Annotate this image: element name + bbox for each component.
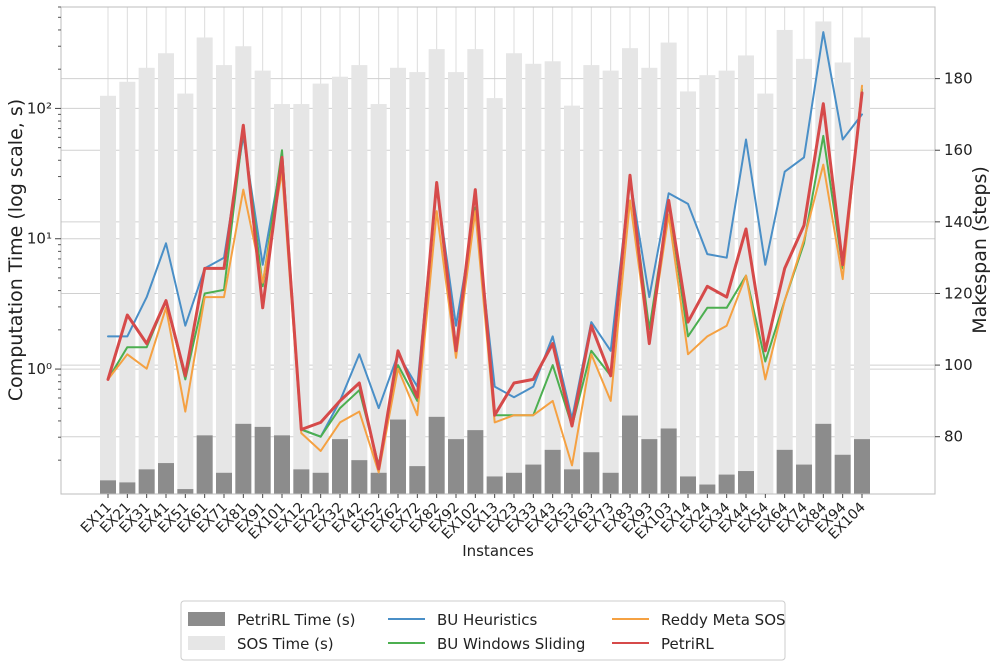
legend-label: Reddy Meta SOS xyxy=(661,611,786,629)
petrirl-time-bar xyxy=(409,466,426,494)
sos-time-bar xyxy=(680,91,696,495)
petrirl-time-bar xyxy=(274,435,290,494)
legend-swatch xyxy=(188,636,225,650)
y-axis-left-title: Computation Time (log scale, s) xyxy=(5,99,27,401)
sos-time-bar xyxy=(293,104,310,495)
petrirl-time-bar xyxy=(100,480,116,494)
sos-time-bar xyxy=(158,53,174,495)
petrirl-time-bar xyxy=(660,428,677,494)
sos-time-bar xyxy=(312,83,329,494)
petrirl-time-bar xyxy=(622,415,638,494)
petrirl-time-bar xyxy=(486,476,503,494)
petrirl-time-bar xyxy=(119,482,136,494)
sos-time-bar xyxy=(757,93,774,495)
petrirl-time-bar xyxy=(641,439,658,494)
legend-label: PetriRL Time (s) xyxy=(237,611,356,629)
sos-time-bar xyxy=(428,49,445,495)
y-right-tick-label: 100 xyxy=(944,356,973,374)
petrirl-time-bar xyxy=(467,430,484,494)
sos-time-bar xyxy=(544,61,561,495)
sos-time-bar xyxy=(486,98,503,494)
axis-layer: 10⁰10¹10²80100120140160180EX11EX21EX31EX… xyxy=(27,6,973,543)
legend-label: BU Windows Sliding xyxy=(437,635,585,653)
legend-label: PetriRL xyxy=(661,635,714,653)
petrirl-time-bar xyxy=(448,439,464,494)
y-right-tick-label: 120 xyxy=(944,284,973,302)
petrirl-time-bar xyxy=(332,439,348,494)
petrirl-time-bar xyxy=(544,449,561,494)
sos-time-bar xyxy=(138,67,155,494)
petrirl-time-bar xyxy=(680,476,696,494)
sos-time-bar xyxy=(196,37,213,495)
petrirl-time-bar xyxy=(428,416,445,494)
sos-time-bar xyxy=(622,48,638,495)
petrirl-time-bar xyxy=(564,469,580,494)
sos-time-bar xyxy=(641,67,658,494)
sos-time-bar xyxy=(448,72,464,494)
sos-time-bar xyxy=(216,65,232,494)
sos-time-bar xyxy=(506,53,522,495)
petrirl-time-bar xyxy=(390,419,406,494)
petrirl-time-bar xyxy=(351,460,368,494)
petrirl-time-bar xyxy=(216,472,232,494)
sos-time-bar xyxy=(177,93,194,495)
sos-time-bar xyxy=(776,29,793,494)
sos-time-bar xyxy=(409,72,426,494)
sos-time-bar xyxy=(525,63,542,494)
y-left-tick-label: 10⁰ xyxy=(27,360,52,378)
sos-time-bar xyxy=(815,21,832,494)
petrirl-time-bar xyxy=(834,454,851,494)
legend-box xyxy=(180,600,786,661)
series-line-petrirl xyxy=(106,91,864,471)
petrirl-time-bar xyxy=(602,472,619,494)
y-right-tick-label: 180 xyxy=(944,70,973,88)
sos-time-bar xyxy=(699,75,716,494)
petrirl-time-bar xyxy=(854,439,870,494)
sos-time-bar xyxy=(718,70,735,494)
plot-frame xyxy=(60,6,936,495)
x-axis-title: Instances xyxy=(462,542,534,560)
legend-swatch xyxy=(188,612,225,626)
petrirl-time-bar xyxy=(158,463,174,494)
petrirl-time-bar xyxy=(196,435,213,494)
legend: PetriRL Time (s) SOS Time (s) BU Heuristic… xyxy=(180,600,786,661)
petrirl-time-bar xyxy=(312,472,329,494)
petrirl-time-bar xyxy=(506,472,522,494)
petrirl-time-bar xyxy=(815,423,832,494)
petrirl-time-bar xyxy=(293,469,310,494)
petrirl-time-bar xyxy=(699,484,716,494)
petrirl-time-bar xyxy=(254,426,271,494)
bar-layer xyxy=(100,21,870,495)
line-layer xyxy=(106,31,864,474)
sos-time-bar xyxy=(467,49,484,495)
y-axis-right-title: Makespan (steps) xyxy=(969,166,991,334)
sos-time-bar xyxy=(854,37,870,495)
petrirl-time-bar xyxy=(525,464,542,494)
petrirl-time-bar xyxy=(235,423,252,494)
sos-time-bar xyxy=(660,42,677,494)
y-right-tick-label: 140 xyxy=(944,213,973,231)
sos-time-bar xyxy=(602,70,619,494)
sos-time-bar xyxy=(119,81,136,494)
petrirl-time-bar xyxy=(138,469,155,494)
petrirl-time-bar xyxy=(718,474,735,494)
petrirl-time-bar xyxy=(738,471,754,494)
petrirl-time-bar xyxy=(796,464,812,494)
petrirl-time-bar xyxy=(583,452,600,494)
y-right-tick-label: 160 xyxy=(944,141,973,159)
y-left-tick-label: 10¹ xyxy=(27,230,52,248)
sos-time-bar xyxy=(100,95,116,494)
y-right-tick-label: 80 xyxy=(944,428,963,446)
sos-time-bar xyxy=(583,65,600,494)
legend-label: SOS Time (s) xyxy=(237,635,334,653)
petrirl-time-bar xyxy=(370,472,387,494)
legend-label: BU Heuristics xyxy=(437,611,537,629)
petrirl-time-bar xyxy=(776,449,793,494)
y-left-tick-label: 10² xyxy=(27,99,52,117)
sos-time-bar xyxy=(796,58,812,494)
petrirl-time-bar xyxy=(177,489,194,494)
